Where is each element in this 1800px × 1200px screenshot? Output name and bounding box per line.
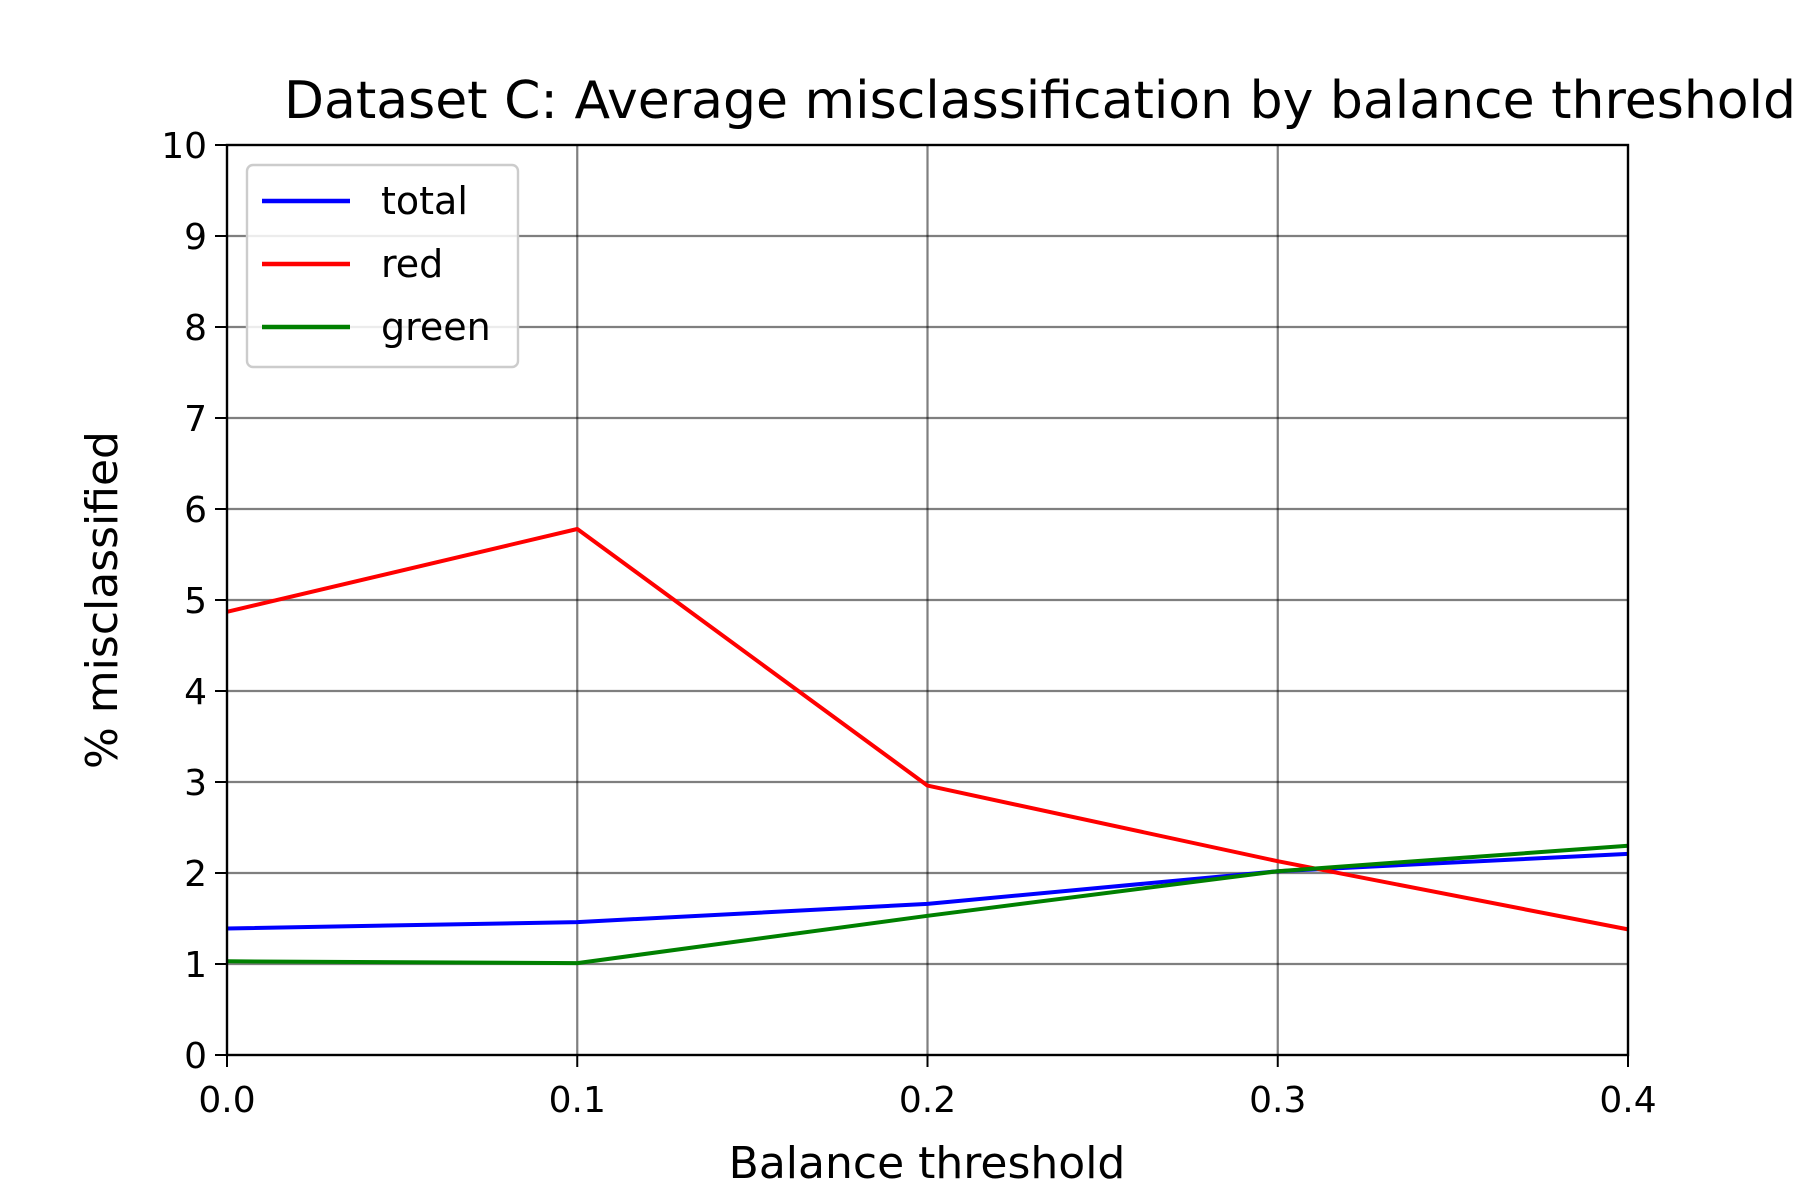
legend-label-total: total (381, 179, 468, 223)
x-axis-label: Balance threshold (729, 1138, 1126, 1189)
y-tick-label: 8 (184, 308, 207, 349)
legend: total red green (245, 163, 520, 369)
y-tick-label: 3 (184, 763, 207, 804)
y-tick-label: 0 (184, 1036, 207, 1077)
series-line-red (226, 527, 1629, 932)
x-tick-label: 0.1 (549, 1080, 606, 1121)
y-tick-label: 1 (184, 945, 207, 986)
x-tick-label: 0.0 (198, 1080, 255, 1121)
grid (227, 145, 1628, 1055)
y-axis-label: % misclassified (77, 431, 128, 769)
y-tick-label: 10 (161, 126, 207, 167)
y-tick-label: 7 (184, 399, 207, 440)
chart-title: Dataset C: Average misclassification by … (284, 71, 1796, 131)
y-tick-label: 6 (184, 490, 207, 531)
plot-frame (225, 143, 1630, 1057)
legend-box (245, 163, 520, 369)
y-tick-label: 4 (184, 672, 207, 713)
y-tick-label: 2 (184, 854, 207, 895)
x-tick-label: 0.4 (1599, 1080, 1656, 1121)
legend-label-green: green (381, 305, 491, 349)
series-lines (226, 527, 1629, 966)
x-tick-label: 0.3 (1249, 1080, 1306, 1121)
series-line-green (226, 843, 1629, 966)
legend-label-red: red (381, 242, 443, 286)
y-tick-label: 5 (184, 581, 207, 622)
series-line-total (226, 851, 1629, 931)
tick-labels: 0 1 2 3 4 5 6 7 8 9 10 0.0 0.1 0.2 0.3 0.4 (161, 126, 1656, 1121)
axes (215, 143, 1630, 1067)
y-tick-label: 9 (184, 217, 207, 258)
x-tick-label: 0.2 (899, 1080, 956, 1121)
